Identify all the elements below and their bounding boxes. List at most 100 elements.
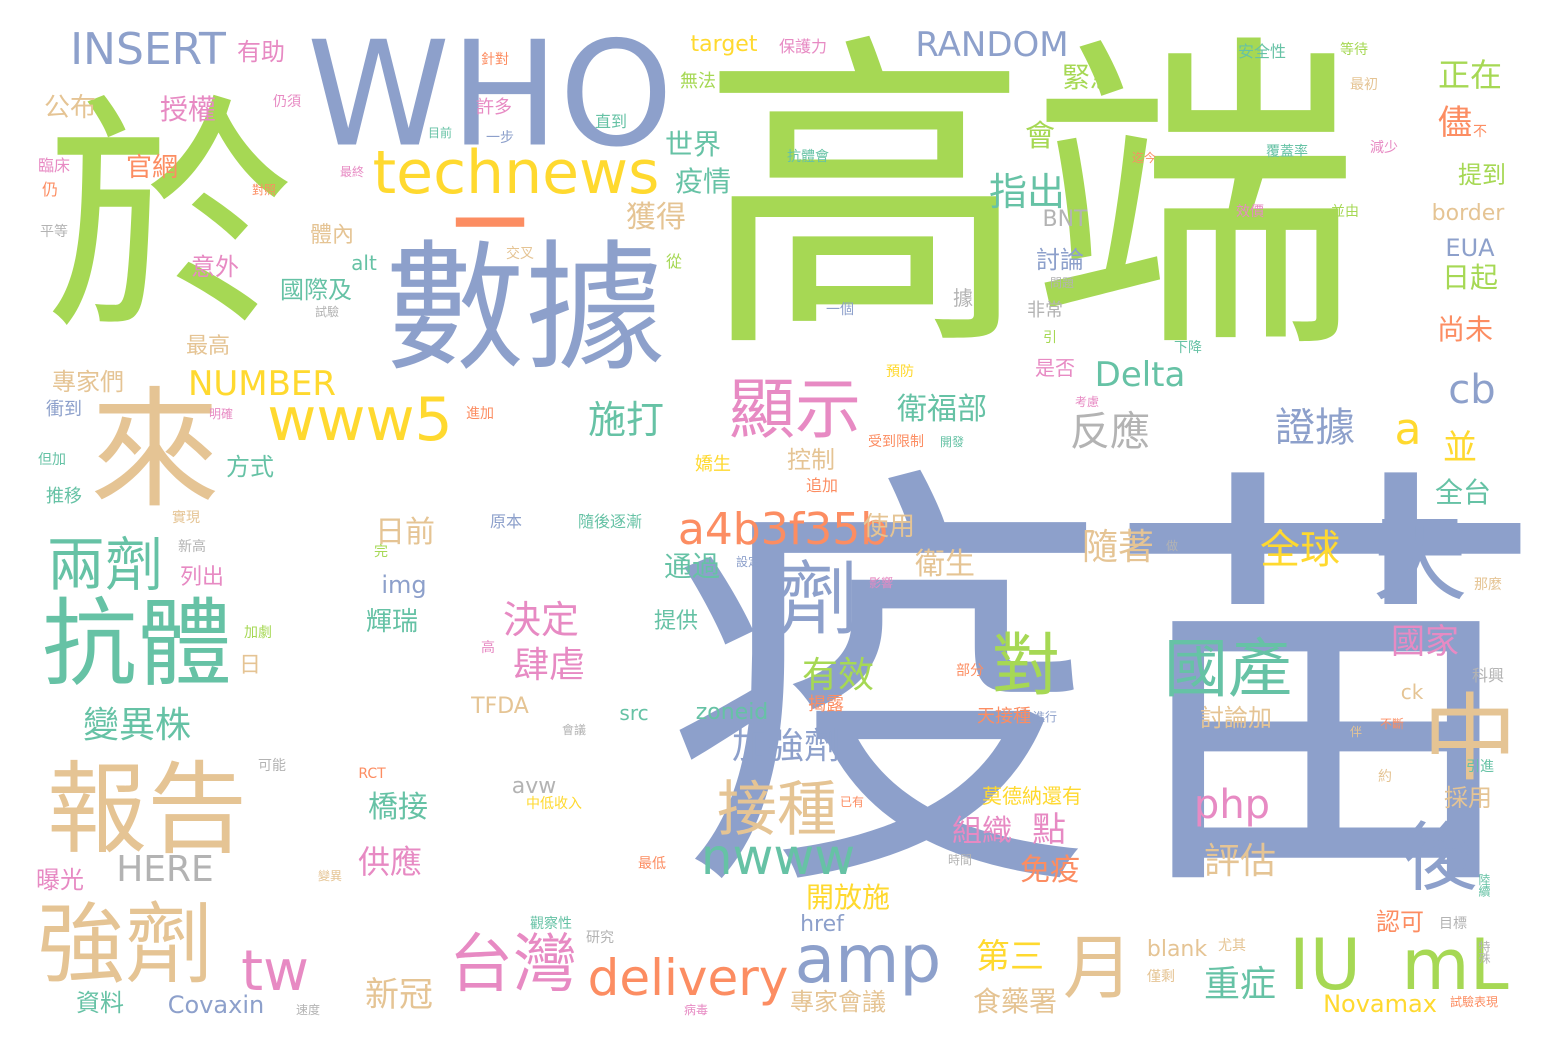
word-cloud-term-php: php bbox=[1193, 782, 1271, 828]
word-cloud-term-border: border bbox=[1431, 201, 1505, 226]
word-cloud-term-但加: 但加 bbox=[38, 452, 66, 468]
word-cloud-term-速度: 速度 bbox=[295, 1003, 321, 1017]
word-cloud-term-src: src bbox=[619, 701, 649, 725]
word-cloud-term-加劇: 加劇 bbox=[244, 625, 272, 641]
word-cloud-term-www5: www5 bbox=[267, 385, 453, 455]
word-cloud-term-預防: 預防 bbox=[886, 364, 914, 380]
word-cloud-term-施打: 施打 bbox=[587, 398, 665, 442]
word-cloud-term-通過: 通過 bbox=[663, 550, 721, 583]
word-cloud-term-原本: 原本 bbox=[489, 512, 523, 531]
word-cloud-term-href: href bbox=[800, 912, 844, 937]
word-cloud-term-technews: technews bbox=[372, 138, 660, 208]
word-cloud-term-mL: mL bbox=[1401, 924, 1509, 1006]
word-cloud-term-開發: 開發 bbox=[939, 435, 965, 449]
word-cloud-term-並: 並 bbox=[1443, 428, 1477, 468]
word-cloud-term-tw: tw bbox=[241, 939, 309, 1004]
word-cloud-term-EUA: EUA bbox=[1445, 234, 1495, 262]
word-cloud-term-那麼: 那麼 bbox=[1474, 577, 1502, 593]
word-cloud-term-病毒: 病毒 bbox=[683, 1003, 709, 1017]
word-cloud-term-隨著: 隨著 bbox=[1081, 527, 1155, 568]
word-cloud-term-等待: 等待 bbox=[1340, 42, 1368, 58]
word-cloud-term-日起: 日起 bbox=[1441, 261, 1499, 294]
word-cloud-term-HERE: HERE bbox=[116, 849, 214, 890]
word-cloud-term-a: a bbox=[1394, 404, 1422, 455]
word-cloud-term-引進: 引進 bbox=[1466, 759, 1494, 775]
word-cloud-term-中低收入: 中低收入 bbox=[526, 796, 582, 812]
word-cloud-term-有效: 有效 bbox=[801, 655, 875, 696]
word-cloud-term-受到限制: 受到限制 bbox=[868, 434, 924, 450]
word-cloud-term-顯示: 顯示 bbox=[729, 371, 861, 448]
word-cloud-term-變異: 變異 bbox=[317, 869, 343, 883]
word-cloud-term-設定: 設定 bbox=[735, 555, 761, 569]
word-cloud-term-NUMBER: NUMBER bbox=[187, 364, 337, 404]
word-cloud-term-劑: 劑 bbox=[778, 553, 858, 646]
word-cloud-term-控制: 控制 bbox=[787, 446, 835, 474]
word-cloud-term-會議: 會議 bbox=[561, 723, 587, 737]
word-cloud-term-cb: cb bbox=[1448, 367, 1496, 413]
word-cloud-term-點: 點 bbox=[1032, 810, 1066, 850]
word-cloud-term-反應: 反應 bbox=[1070, 409, 1150, 455]
word-cloud-term-進行: 進行 bbox=[1032, 710, 1058, 724]
word-cloud-term-觀察性: 觀察性 bbox=[530, 916, 572, 932]
word-cloud-term-已有: 已有 bbox=[839, 795, 865, 809]
word-cloud-term-揭露: 揭露 bbox=[808, 694, 844, 715]
word-cloud-term-會: 會 bbox=[1025, 119, 1055, 154]
word-cloud-term-討論加: 討論加 bbox=[1200, 704, 1272, 732]
word-cloud-term-疫苗: 疫苗 bbox=[665, 434, 1545, 946]
word-cloud-term-資料: 資料 bbox=[76, 989, 124, 1017]
word-cloud-term-嬌生: 嬌生 bbox=[695, 454, 731, 475]
word-cloud-term-特殊: 特殊 bbox=[1477, 940, 1491, 964]
word-cloud-term-平等: 平等 bbox=[40, 224, 68, 240]
word-cloud-term-影響: 影響 bbox=[868, 576, 894, 590]
word-cloud-term-世界: 世界 bbox=[664, 128, 722, 161]
word-cloud-term-效價: 效價 bbox=[1236, 204, 1264, 220]
word-cloud-term-方式: 方式 bbox=[226, 453, 274, 481]
word-cloud-term-列出: 列出 bbox=[179, 565, 225, 590]
word-cloud-term-對: 對 bbox=[991, 627, 1061, 706]
word-cloud-term-有助: 有助 bbox=[237, 38, 285, 66]
word-cloud-term-授權: 授權 bbox=[159, 93, 217, 126]
word-cloud-term-專家會議: 專家會議 bbox=[790, 988, 886, 1016]
word-cloud-term-引: 引 bbox=[1043, 330, 1057, 346]
word-cloud-term-接種: 接種 bbox=[717, 775, 837, 845]
word-cloud-term-a4b3f35b: a4b3f35b bbox=[677, 504, 889, 555]
word-cloud-term-alt: alt bbox=[351, 251, 377, 275]
word-cloud-term-WHO: WHO bbox=[306, 10, 674, 180]
word-cloud-term-推移: 推移 bbox=[46, 486, 82, 507]
word-cloud-term-RCT: RCT bbox=[358, 766, 386, 782]
word-cloud-term-天接種: 天接種 bbox=[977, 706, 1031, 727]
word-cloud-term-天: 天 bbox=[1372, 504, 1468, 615]
word-cloud-term-zoneid: zoneid bbox=[695, 700, 769, 725]
word-cloud-term-科興: 科興 bbox=[1471, 666, 1505, 685]
word-cloud-term-新高: 新高 bbox=[178, 539, 206, 555]
word-cloud-term-IU: IU bbox=[1289, 924, 1361, 1006]
word-cloud-term-許多: 許多 bbox=[476, 97, 512, 118]
word-cloud-term-更: 更 bbox=[734, 263, 748, 277]
word-cloud-term-開放施: 開放施 bbox=[805, 881, 891, 914]
word-cloud-term-專家們: 專家們 bbox=[52, 368, 124, 396]
word-cloud-term-追加: 追加 bbox=[805, 476, 839, 495]
word-cloud-term-兩劑: 兩劑 bbox=[46, 531, 164, 599]
word-cloud-term-目前: 目前 bbox=[427, 126, 453, 140]
word-cloud-term-覆蓋率: 覆蓋率 bbox=[1266, 144, 1308, 160]
word-cloud-term-台灣: 台灣 bbox=[449, 928, 577, 1002]
word-cloud-term-TFDA: TFDA bbox=[471, 694, 529, 719]
word-cloud-term-抗體: 抗體 bbox=[41, 589, 233, 700]
word-cloud-term-是否: 是否 bbox=[1035, 356, 1075, 380]
word-cloud-term-對照: 對照 bbox=[251, 183, 277, 197]
word-cloud-term-最初: 最初 bbox=[1350, 77, 1378, 93]
word-cloud-term-target: target bbox=[690, 32, 758, 57]
word-cloud-term-公布: 公布 bbox=[43, 93, 97, 123]
word-cloud-term-從: 從 bbox=[665, 252, 683, 271]
word-cloud-term-輝瑞: 輝瑞 bbox=[365, 607, 419, 637]
word-cloud-term-決定: 決定 bbox=[502, 598, 580, 642]
word-cloud-term-橋接: 橋接 bbox=[368, 790, 428, 825]
word-cloud-term-減少: 減少 bbox=[1370, 140, 1398, 156]
word-cloud-term-全球: 全球 bbox=[1260, 527, 1340, 573]
word-cloud-term-尤其: 尤其 bbox=[1218, 938, 1246, 954]
word-cloud-term-試驗: 試驗 bbox=[314, 305, 340, 319]
word-cloud-term-伴: 伴 bbox=[1349, 725, 1363, 739]
word-cloud-term-意外: 意外 bbox=[191, 253, 239, 281]
word-cloud-term-delivery: delivery bbox=[587, 949, 789, 1007]
word-cloud-term-疫情: 疫情 bbox=[674, 165, 732, 198]
